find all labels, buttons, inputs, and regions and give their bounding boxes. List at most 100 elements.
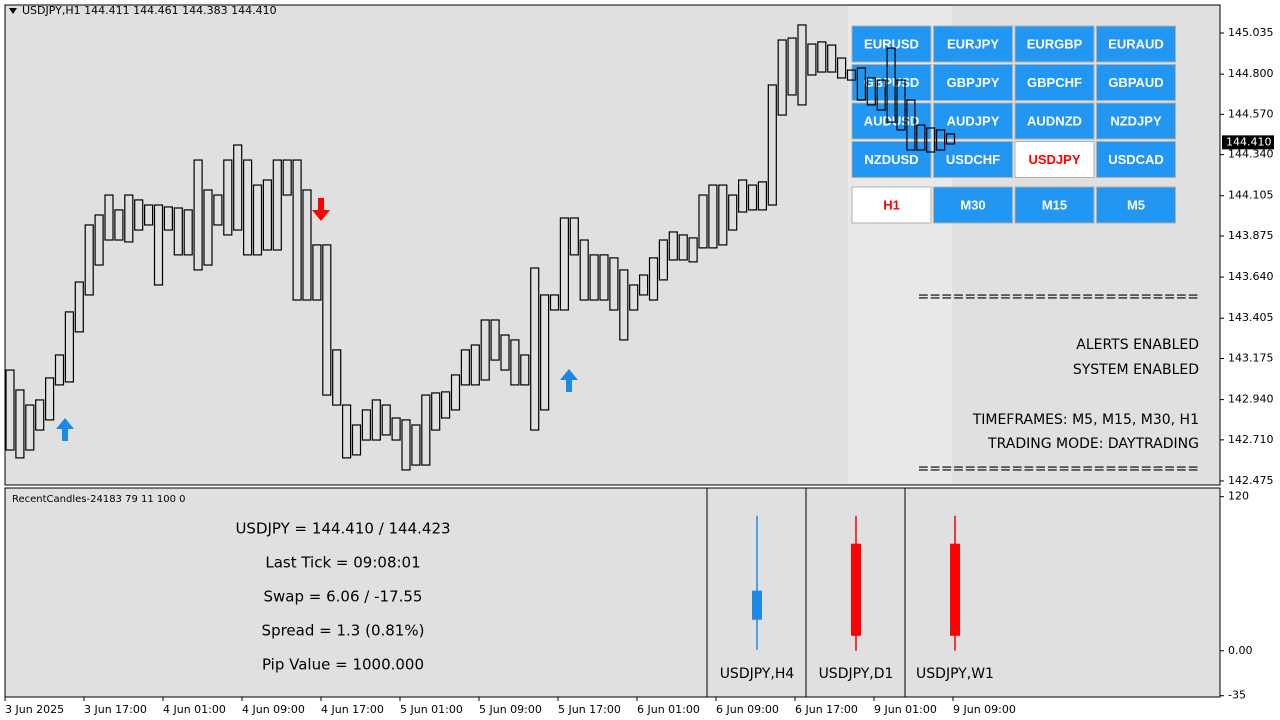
- x-tick-label: 4 Jun 01:00: [163, 703, 226, 716]
- button-label: M15: [1042, 197, 1067, 212]
- menu-triangle[interactable]: [9, 8, 17, 14]
- button-label: USDJPY: [1028, 152, 1080, 167]
- candle: [282, 159, 292, 196]
- y-tick-label: 143.875: [1228, 229, 1274, 242]
- mini-candle-body: [950, 543, 960, 636]
- button[interactable]: USDCHF: [933, 141, 1013, 178]
- candle: [787, 37, 797, 96]
- button[interactable]: EURGBP: [1014, 25, 1095, 63]
- button[interactable]: M15: [1014, 186, 1095, 224]
- y-tick-label: 144.570: [1228, 107, 1274, 120]
- x-tick-label: 9 Jun 01:00: [874, 703, 937, 716]
- candle: [916, 124, 926, 151]
- candle: [144, 204, 154, 226]
- candle: [450, 374, 461, 411]
- x-tick-label: 4 Jun 17:00: [321, 703, 384, 716]
- buy-arrow: [560, 369, 578, 392]
- candle: [530, 267, 540, 431]
- candle: [777, 39, 787, 116]
- button[interactable]: M5: [1096, 186, 1176, 224]
- button-label: M5: [1127, 197, 1145, 212]
- button-label: USDCAD: [1108, 152, 1164, 167]
- button-face: [1014, 102, 1095, 140]
- button[interactable]: NZDJPY: [1096, 102, 1176, 140]
- button-face: [851, 25, 932, 63]
- button-label: EURJPY: [947, 36, 999, 51]
- button[interactable]: AUDJPY: [933, 102, 1013, 140]
- status-line: TRADING MODE: DAYTRADING: [987, 436, 1199, 452]
- candle: [737, 179, 748, 213]
- button[interactable]: H1: [851, 186, 932, 224]
- button[interactable]: EURAUD: [1096, 25, 1176, 63]
- candle: [431, 392, 441, 431]
- candle: [500, 334, 510, 371]
- button[interactable]: M30: [933, 186, 1013, 224]
- y-tick-label: 0.00: [1228, 644, 1253, 657]
- candle: [312, 244, 322, 301]
- button[interactable]: USDCAD: [1096, 141, 1176, 178]
- button-face: [851, 186, 932, 224]
- button[interactable]: GBPJPY: [933, 64, 1013, 101]
- button-label: GBPCHF: [1027, 75, 1082, 90]
- candle: [708, 184, 718, 249]
- candle: [470, 344, 480, 386]
- button[interactable]: NZDUSD: [851, 141, 932, 178]
- candle: [223, 159, 233, 236]
- button-label: NZDUSD: [864, 152, 918, 167]
- candle: [658, 239, 669, 281]
- button-label: H1: [883, 197, 900, 212]
- button-label: GBPJPY: [947, 75, 1000, 90]
- info-line: USDJPY = 144.410 / 144.423: [235, 520, 450, 538]
- button[interactable]: GBPUSD: [851, 64, 932, 101]
- candle: [767, 84, 777, 206]
- candle: [490, 319, 500, 361]
- candle: [480, 319, 490, 381]
- candle: [926, 127, 936, 153]
- button[interactable]: EURUSD: [851, 25, 932, 63]
- y-tick-label: 143.640: [1228, 270, 1274, 283]
- button[interactable]: USDJPY: [1014, 141, 1095, 178]
- candle: [520, 354, 530, 386]
- candle: [629, 284, 639, 311]
- candle: [609, 257, 619, 311]
- button[interactable]: GBPCHF: [1014, 64, 1095, 101]
- candle: [441, 391, 451, 419]
- candle: [856, 67, 867, 101]
- signal-arrows: [56, 198, 578, 441]
- candle: [896, 79, 906, 131]
- candle: [183, 209, 193, 256]
- y-tick-label: 142.940: [1228, 393, 1274, 406]
- indicator-title: RecentCandles-24183 79 11 100 0: [12, 494, 186, 505]
- candle: [193, 159, 203, 271]
- y-tick-label: 142.710: [1228, 433, 1274, 446]
- indicator-area: [4, 487, 1221, 698]
- button[interactable]: AUDNZD: [1014, 102, 1095, 140]
- button[interactable]: EURJPY: [933, 25, 1013, 63]
- button-label: NZDJPY: [1110, 113, 1162, 128]
- candle: [906, 99, 916, 151]
- button[interactable]: GBPAUD: [1096, 64, 1176, 101]
- button-label: USDCHF: [946, 152, 1000, 167]
- candle: [698, 194, 708, 249]
- candle: [421, 394, 431, 466]
- candle: [757, 181, 768, 211]
- candle: [945, 133, 956, 145]
- candle: [579, 239, 589, 301]
- button-label: EURAUD: [1108, 36, 1164, 51]
- candle: [25, 404, 35, 451]
- info-line: Spread = 1.3 (0.81%): [262, 622, 425, 640]
- mini-candle-body: [851, 543, 861, 636]
- current-price-box: [1222, 135, 1274, 150]
- x-tick-label: 9 Jun 09:00: [953, 703, 1016, 716]
- button-face: [851, 102, 932, 140]
- info-line: Swap = 6.06 / -17.55: [264, 588, 423, 606]
- candle: [44, 377, 55, 421]
- status-line: ========================: [917, 289, 1199, 305]
- candle: [411, 424, 421, 466]
- candle: [213, 194, 223, 226]
- button[interactable]: AUDUSD: [851, 102, 932, 140]
- candle: [302, 189, 312, 301]
- status-line: SYSTEM ENABLED: [1073, 362, 1199, 378]
- candle: [678, 234, 688, 261]
- sell-arrow: [312, 198, 330, 221]
